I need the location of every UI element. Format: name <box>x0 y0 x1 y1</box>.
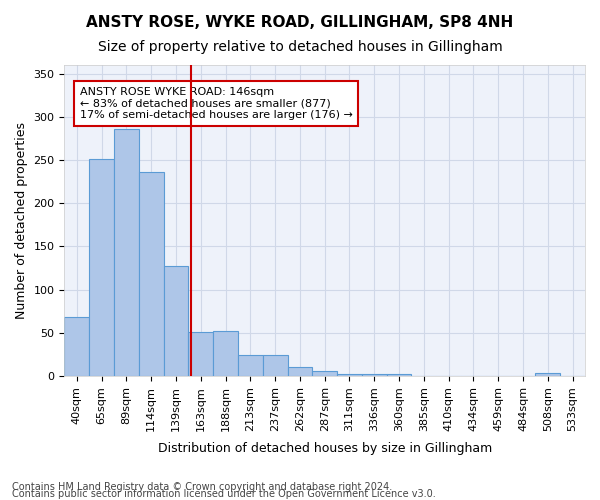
Text: Contains HM Land Registry data © Crown copyright and database right 2024.: Contains HM Land Registry data © Crown c… <box>12 482 392 492</box>
Bar <box>535 374 560 376</box>
Bar <box>213 331 238 376</box>
Bar <box>188 332 213 376</box>
Bar <box>337 374 362 376</box>
Text: Contains public sector information licensed under the Open Government Licence v3: Contains public sector information licen… <box>12 489 436 499</box>
X-axis label: Distribution of detached houses by size in Gillingham: Distribution of detached houses by size … <box>158 442 492 455</box>
Bar <box>114 129 139 376</box>
Bar <box>287 368 313 376</box>
Text: ANSTY ROSE, WYKE ROAD, GILLINGHAM, SP8 4NH: ANSTY ROSE, WYKE ROAD, GILLINGHAM, SP8 4… <box>86 15 514 30</box>
Y-axis label: Number of detached properties: Number of detached properties <box>15 122 28 319</box>
Bar <box>263 356 287 376</box>
Bar <box>89 159 114 376</box>
Text: Size of property relative to detached houses in Gillingham: Size of property relative to detached ho… <box>98 40 502 54</box>
Bar <box>313 371 337 376</box>
Text: ANSTY ROSE WYKE ROAD: 146sqm
← 83% of detached houses are smaller (877)
17% of s: ANSTY ROSE WYKE ROAD: 146sqm ← 83% of de… <box>80 87 353 120</box>
Bar <box>362 374 386 376</box>
Bar <box>386 374 412 376</box>
Bar <box>238 356 263 376</box>
Bar <box>64 318 89 376</box>
Bar <box>164 266 188 376</box>
Bar <box>139 172 164 376</box>
